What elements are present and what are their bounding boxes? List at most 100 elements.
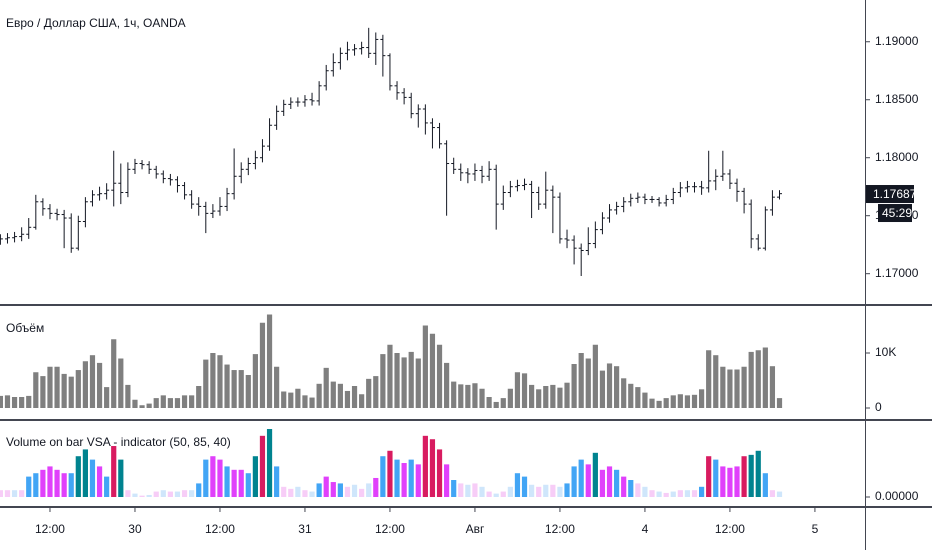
bar <box>755 350 761 409</box>
bar <box>656 400 662 409</box>
bar <box>89 459 96 498</box>
bar <box>125 384 131 409</box>
pane-title: Объём <box>6 321 44 335</box>
y-tick-label: 1.19000 <box>875 34 919 48</box>
y-tick-label: 1.18500 <box>875 92 919 106</box>
bar <box>281 391 287 409</box>
bar <box>713 459 719 498</box>
bar <box>337 383 343 409</box>
bar <box>493 401 499 409</box>
bar <box>649 398 655 409</box>
bar <box>571 364 577 409</box>
bar <box>111 446 117 498</box>
bar <box>288 392 294 409</box>
bar <box>550 484 556 498</box>
bar <box>614 469 620 498</box>
bar <box>536 486 542 498</box>
bar <box>266 429 273 498</box>
bar <box>614 366 620 409</box>
bar <box>635 483 641 498</box>
bar <box>252 354 258 409</box>
bar <box>656 491 662 498</box>
bar <box>734 466 740 498</box>
bar <box>40 469 46 498</box>
bar <box>557 387 563 409</box>
bar <box>500 398 506 409</box>
bar <box>33 473 39 498</box>
bar <box>415 464 421 498</box>
bar <box>557 486 563 498</box>
bar <box>359 488 365 498</box>
bar <box>444 362 450 409</box>
bar <box>181 490 188 498</box>
bar <box>0 395 3 409</box>
bar <box>571 466 577 498</box>
bar <box>189 490 195 498</box>
bar <box>741 366 747 409</box>
bar <box>394 353 400 409</box>
bar <box>465 384 471 409</box>
y-tick-label: 10K <box>875 345 896 359</box>
bar <box>153 398 159 409</box>
last-price-label: 1.17687 <box>873 187 917 201</box>
bar <box>302 395 308 409</box>
bar <box>139 495 145 498</box>
bar <box>422 435 428 498</box>
bar <box>451 381 457 409</box>
bar <box>691 490 698 498</box>
bar <box>429 439 436 498</box>
bar <box>677 490 683 498</box>
bar <box>82 361 88 409</box>
bar <box>642 392 648 409</box>
bar <box>54 366 60 409</box>
bar <box>203 459 209 498</box>
bar <box>628 383 634 409</box>
bar <box>281 486 287 498</box>
bar <box>762 473 768 498</box>
bar <box>316 483 322 498</box>
bar <box>224 466 230 498</box>
bar <box>61 373 67 409</box>
bar <box>217 355 223 409</box>
bar <box>380 354 386 409</box>
bar <box>160 395 166 409</box>
pane-title: Volume on bar VSA - indicator (50, 85, 4… <box>6 435 231 449</box>
bar <box>139 405 145 409</box>
bar <box>19 490 25 498</box>
bar <box>146 494 152 498</box>
bar <box>295 486 301 498</box>
bar <box>245 375 251 409</box>
bar <box>698 389 705 409</box>
bar <box>309 491 315 498</box>
bar <box>351 386 358 409</box>
y-tick-label: 1.18000 <box>875 150 919 164</box>
bar <box>628 480 634 498</box>
bar <box>606 363 613 409</box>
bar <box>755 450 761 498</box>
bar <box>11 490 18 498</box>
bar <box>387 450 393 498</box>
bar <box>521 476 528 498</box>
bar <box>436 449 443 498</box>
last-price-box <box>866 185 914 204</box>
bar <box>415 358 421 409</box>
bar <box>458 384 464 409</box>
bar <box>132 493 138 498</box>
bar <box>344 486 351 498</box>
bar <box>578 459 584 498</box>
bar <box>210 353 216 409</box>
bar <box>203 359 209 409</box>
bar <box>224 364 230 409</box>
bar <box>40 376 46 409</box>
bar <box>727 467 733 498</box>
bar <box>0 490 3 498</box>
bar <box>132 399 138 409</box>
bar <box>4 490 11 498</box>
y-tick-label: 0 <box>875 400 882 414</box>
bar <box>663 398 669 409</box>
bar <box>514 372 521 409</box>
bar <box>174 491 181 498</box>
bar <box>408 351 414 409</box>
bar <box>401 463 407 498</box>
bar <box>663 492 669 498</box>
